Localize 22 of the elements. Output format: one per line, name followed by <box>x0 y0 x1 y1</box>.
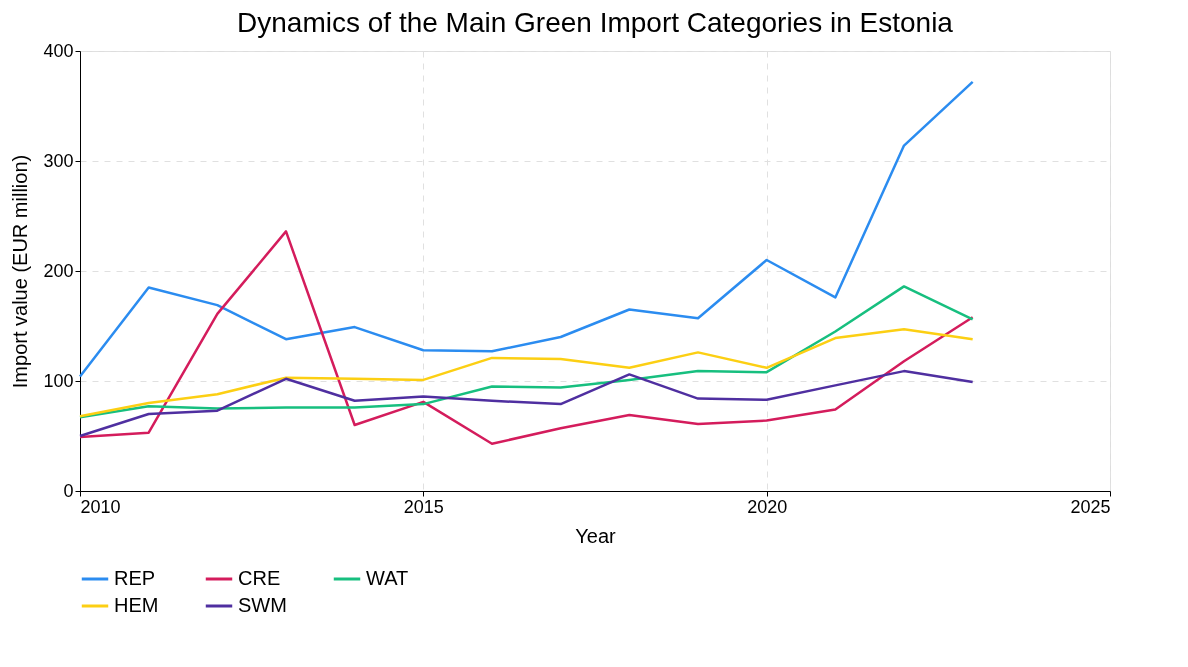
legend-label: HEM <box>114 594 159 616</box>
line-series <box>78 328 974 418</box>
x-tick-label: 2015 <box>403 496 444 517</box>
x-tick-label: 2025 <box>1070 496 1111 517</box>
line-series <box>78 80 974 378</box>
y-tick-label: 300 <box>43 150 74 171</box>
line-series <box>78 369 974 438</box>
legend-label: SWM <box>238 594 287 616</box>
y-tick-label: 0 <box>63 480 74 501</box>
line-series <box>78 230 974 445</box>
y-tick-label: 200 <box>43 260 74 281</box>
y-axis-title: Import value (EUR million) <box>9 154 32 389</box>
line-series <box>78 285 974 419</box>
legend-label: WAT <box>366 567 409 589</box>
x-tick-label: 2020 <box>747 496 788 517</box>
y-tick-label: 400 <box>43 40 74 61</box>
x-tick-label: 2010 <box>80 496 121 517</box>
chart-title: Dynamics of the Main Green Import Categories in Estonia <box>237 7 954 38</box>
y-tick-label: 100 <box>43 370 74 391</box>
x-axis-title: Year <box>575 524 617 547</box>
legend-label: REP <box>114 567 156 589</box>
legend-label: CRE <box>238 567 281 589</box>
